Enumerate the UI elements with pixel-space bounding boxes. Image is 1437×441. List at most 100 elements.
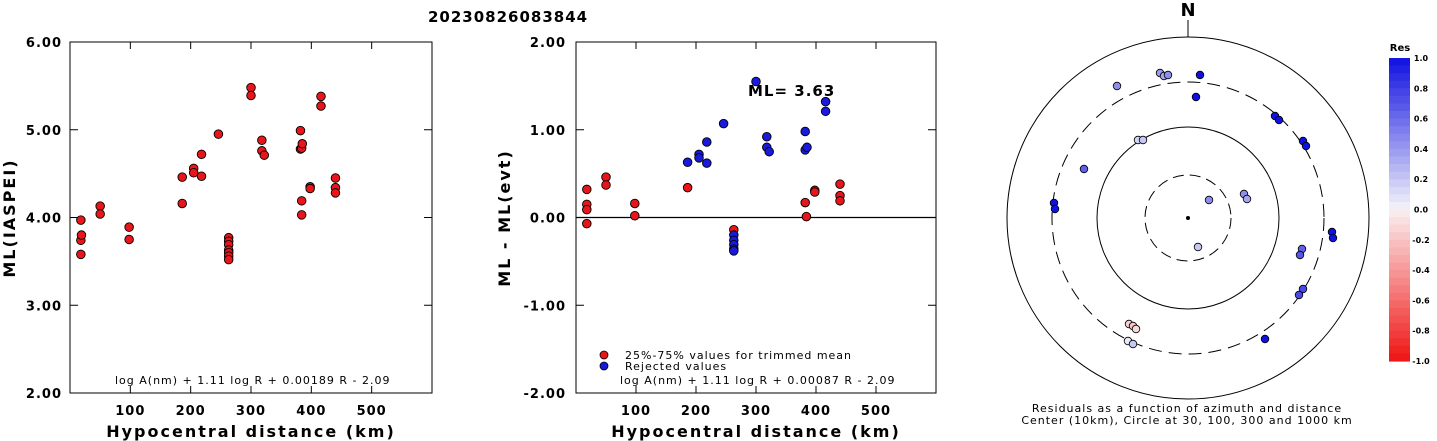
data-point — [297, 139, 308, 149]
legend-marker-rejected — [599, 361, 609, 371]
data-point — [177, 198, 187, 209]
colorbar-swatch — [1389, 345, 1410, 355]
data-point — [751, 76, 761, 87]
x-tick-label: 300 — [236, 404, 266, 419]
colorbar-swatch — [1389, 338, 1410, 347]
colorbar-swatch — [1389, 323, 1410, 332]
data-point — [820, 96, 831, 107]
colorbar-tick-label: -0.4 — [1412, 266, 1430, 275]
colorbar-swatch — [1389, 307, 1410, 317]
data-point — [835, 196, 845, 206]
data-point — [630, 198, 640, 209]
circle-30km — [1144, 174, 1232, 262]
x-tick-label: 400 — [296, 404, 326, 419]
colorbar-swatches — [1389, 58, 1410, 362]
station-marker — [1050, 204, 1060, 214]
axis-ticks: 100 200 300 400 500 -2.00 -1.00 0.00 1.00 2.00 — [524, 36, 936, 419]
ml-annotation: ML= 3.63 — [748, 82, 835, 100]
circle-100km — [1096, 126, 1280, 310]
data-points — [76, 82, 341, 265]
colorbar-swatch — [1389, 103, 1410, 112]
data-point — [800, 126, 810, 137]
x-tick-label: 200 — [176, 404, 206, 419]
y-tick-label: 5.00 — [26, 124, 62, 139]
data-point — [95, 201, 105, 211]
data-point — [188, 167, 199, 178]
data-point — [810, 187, 820, 197]
residual-vs-distance-chart: 100 200 300 400 500 -2.00 -1.00 0.00 1.00 2.00 ML… — [495, 36, 937, 441]
station-markers — [1049, 68, 1338, 349]
data-point — [820, 106, 831, 117]
colorbar-swatch — [1389, 179, 1410, 188]
data-point — [246, 82, 256, 93]
ml-vs-distance-chart: 100 200 300 400 500 2.00 3.00 4.00 5.00 6.00 Hypo… — [0, 36, 433, 441]
colorbar-tick-label: 0.0 — [1414, 206, 1429, 215]
station-marker — [1138, 135, 1148, 145]
axis-ticks: 100 200 300 400 500 2.00 3.00 4.00 5.00 6.00 — [26, 36, 432, 419]
station-marker — [1193, 242, 1203, 252]
legend-marker-trimmed — [599, 350, 609, 360]
north-label: N — [1180, 0, 1195, 21]
x-tick-label: 500 — [861, 404, 891, 419]
colorbar-labels: 1.0 0.8 0.6 0.4 0.2 0.0 -0.2 -0.4 -0.6 -0.8 -1.0 — [1412, 54, 1430, 366]
data-point — [196, 171, 207, 182]
y-tick-label: 1.00 — [530, 124, 566, 139]
colorbar-swatch — [1389, 111, 1410, 120]
data-point — [124, 222, 134, 232]
colorbar-swatch — [1389, 315, 1410, 324]
x-tick-label: 200 — [681, 404, 711, 419]
colorbar-swatch — [1389, 285, 1410, 294]
map-caption-line1: Residuals as a function of azimuth and d… — [1032, 402, 1342, 415]
data-point — [682, 157, 693, 167]
x-tick-label: 400 — [801, 404, 831, 419]
data-point — [316, 101, 326, 111]
data-point — [630, 210, 640, 221]
colorbar-swatch — [1389, 292, 1410, 301]
station-marker — [1301, 141, 1311, 151]
colorbar-swatch — [1389, 209, 1410, 218]
station-marker — [1163, 70, 1173, 80]
data-point — [582, 204, 592, 215]
colorbar-swatch — [1389, 88, 1410, 97]
data-point — [694, 153, 704, 163]
colorbar-tick-label: -0.8 — [1412, 327, 1430, 336]
data-point — [729, 246, 739, 256]
legend-label-rejected: Rejected values — [625, 360, 727, 373]
colorbar-swatch — [1389, 156, 1410, 165]
colorbar-swatch — [1389, 95, 1410, 105]
data-point — [718, 118, 729, 129]
circle-300km — [1051, 81, 1325, 355]
data-point — [177, 172, 187, 182]
colorbar-swatch — [1389, 277, 1410, 286]
data-point — [801, 211, 812, 222]
colorbar-swatch — [1389, 300, 1410, 309]
colorbar-swatch — [1389, 270, 1410, 279]
data-point — [762, 132, 772, 142]
x-axis-label: Hypocentral distance (km) — [611, 422, 901, 441]
data-point — [305, 183, 315, 194]
data-point — [95, 209, 105, 219]
colorbar-swatch — [1389, 118, 1410, 127]
colorbar-title: Res — [1390, 43, 1410, 54]
data-point — [246, 90, 256, 101]
station-marker — [1242, 194, 1252, 204]
y-tick-label: -2.00 — [524, 387, 566, 402]
station-marker — [1204, 195, 1214, 205]
data-point — [835, 179, 845, 189]
colorbar-swatch — [1389, 171, 1410, 180]
colorbar-swatch — [1389, 254, 1410, 264]
colorbar-tick-label: -1.0 — [1412, 357, 1430, 366]
colorbar-swatch — [1389, 73, 1410, 82]
station-marker — [1128, 339, 1138, 349]
station-marker — [1298, 284, 1308, 294]
y-axis-label: ML(IASPEI) — [0, 158, 19, 277]
y-axis-label: ML - ML(evt) — [495, 149, 514, 287]
colorbar-swatch — [1389, 133, 1410, 142]
data-point — [296, 210, 307, 220]
data-point — [802, 142, 812, 153]
data-point — [76, 230, 87, 240]
data-point — [124, 234, 134, 245]
epicenter-marker — [1186, 216, 1190, 220]
y-tick-label: 4.00 — [26, 212, 62, 227]
station-marker — [1079, 164, 1089, 174]
